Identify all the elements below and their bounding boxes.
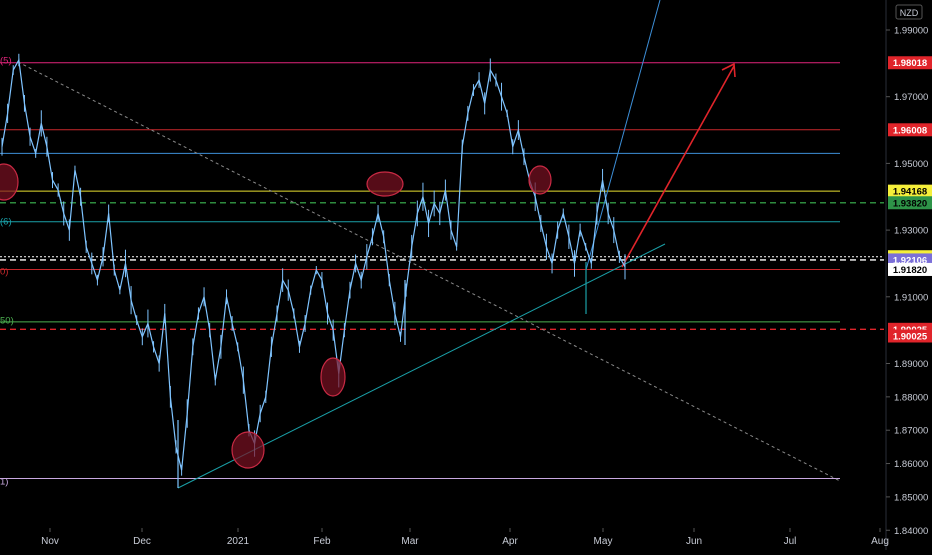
- currency-badge: [895, 4, 923, 20]
- x-tick-label-7: Jun: [686, 536, 702, 547]
- y-tick-label-3: 1.93000: [894, 226, 928, 237]
- y-tick-label-7: 1.87000: [894, 426, 928, 437]
- y-tick-label-8: 1.86000: [894, 459, 928, 470]
- target-arrow-line: [621, 65, 735, 268]
- x-tick-label-0: Nov: [41, 536, 59, 547]
- left-edge-label-2: 0): [0, 267, 8, 278]
- x-tick-label-3: Feb: [313, 536, 331, 547]
- target-arrow-head: [721, 62, 736, 78]
- left-edge-label-1: (6): [0, 217, 12, 228]
- price-line: [1, 58, 626, 471]
- left-edge-labels: (5) (6) 0) 50) 1): [0, 56, 14, 488]
- y-tick-label-0: 1.99000: [894, 26, 928, 37]
- x-tick-label-4: Mar: [401, 536, 419, 547]
- left-edge-label-0: (5): [0, 56, 12, 67]
- y-tick-label-10: 1.84000: [894, 526, 928, 537]
- y-tick-label-9: 1.85000: [894, 492, 928, 503]
- y-tick-label-1: 1.97000: [894, 92, 928, 103]
- y-tick-label-5: 1.89000: [894, 359, 928, 370]
- descending-trendline: [17, 61, 841, 482]
- price-label-bg-6: [888, 262, 932, 276]
- price-label-0: 1.98018: [893, 58, 927, 69]
- x-tick-label-6: May: [594, 536, 613, 547]
- y-tick-label-2: 1.95000: [894, 159, 928, 170]
- x-tick-label-9: Aug: [871, 536, 889, 547]
- price-label-5: 1.92106: [893, 255, 927, 266]
- price-label-2: 1.94168: [893, 187, 927, 198]
- price-label-6: 1.91820: [893, 265, 927, 276]
- price-label-bg-1: [888, 123, 932, 137]
- left-edge-label-3: 50): [0, 316, 14, 327]
- highlight-circle-1: [366, 171, 404, 197]
- price-label-8: 1.90025: [893, 331, 928, 342]
- axes: NZD 1.99000 1.97000 1.95000 1.93000 1.91000 1.…: [41, 0, 928, 550]
- highlight-circle-2: [528, 165, 552, 195]
- price-label-bg-3: [888, 196, 932, 210]
- price-label-1: 1.96008: [893, 125, 927, 136]
- price-label-3: 1.93820: [893, 198, 927, 209]
- y-tick-label-4: 1.91000: [894, 292, 928, 303]
- x-tick-label-2: 2021: [227, 536, 250, 547]
- x-tick-label-5: Apr: [502, 536, 518, 547]
- left-edge-label-4: 1): [0, 477, 8, 488]
- price-label-bg-0: [888, 56, 932, 70]
- currency-label: NZD: [900, 8, 919, 18]
- highlight-circles: [0, 163, 552, 469]
- price-label-bg-2: [888, 184, 932, 198]
- x-tick-label-8: Jul: [784, 536, 797, 547]
- projection-line: [585, 0, 661, 271]
- price-label-bg-8: [888, 329, 932, 343]
- highlight-circle-4: [231, 431, 265, 469]
- highlight-circle-0: [0, 163, 19, 201]
- highlight-circle-3: [320, 357, 346, 397]
- x-tick-label-1: Dec: [133, 536, 151, 547]
- y-tick-label-6: 1.88000: [894, 392, 928, 403]
- price-labels: 1.980181.960081.941681.938201.922021.921…: [888, 56, 932, 343]
